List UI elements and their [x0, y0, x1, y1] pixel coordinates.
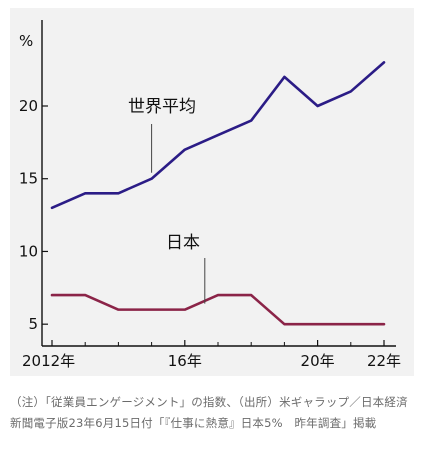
y-tick-label: 10: [19, 242, 38, 260]
y-tick-label: 5: [28, 315, 38, 333]
y-tick-label: 15: [19, 170, 38, 188]
x-tick-label: 22年: [367, 352, 401, 370]
x-tick-label: 16年: [168, 352, 202, 370]
y-axis-unit: %: [19, 32, 33, 50]
series-line-japan: [50, 293, 386, 326]
chart-panel: 5 10 15 20% 2012年 16年 20年 22年 世界平均日本: [10, 8, 414, 376]
chart-caption: （注）「従業員エンゲージメント」の指数、（出所）米ギャラップ／日本経済新聞電子版…: [10, 395, 408, 430]
y-tick-label: 20: [19, 97, 38, 115]
x-tick-label: 2012年: [22, 352, 75, 370]
series-label-japan: 日本: [166, 233, 200, 253]
x-tick-label: 20年: [301, 352, 335, 370]
series-label-world: 世界平均: [128, 97, 196, 117]
